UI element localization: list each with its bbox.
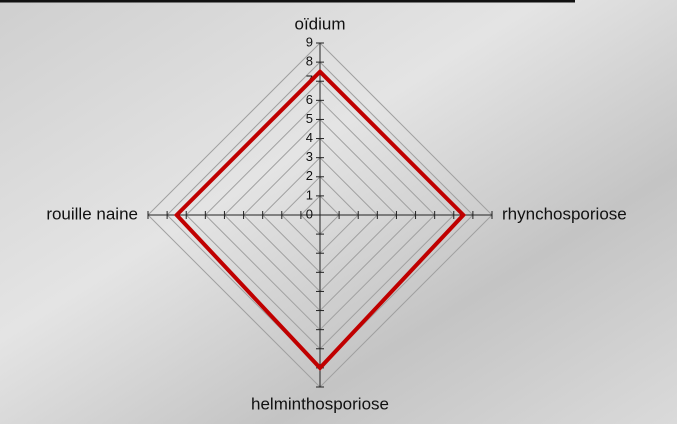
page: {"chart_data": {"type": "radar", "catego… [0, 0, 677, 424]
category-label: helminthosporiose [251, 394, 389, 413]
category-label: rouille naine [46, 204, 138, 223]
r-tick-label: 1 [306, 187, 313, 202]
category-label: rhynchosporiose [502, 204, 627, 223]
chart: 0123456789oïdiumrhynchosporiosehelmintho… [0, 0, 677, 424]
r-tick-label: 9 [306, 34, 313, 49]
r-tick-label: 6 [306, 92, 313, 107]
r-tick-label: 4 [306, 130, 313, 145]
r-tick-label: 8 [306, 54, 313, 69]
r-tick-label: 3 [306, 149, 313, 164]
r-tick-label: 5 [306, 111, 313, 126]
category-label: oïdium [294, 14, 345, 33]
r-tick-label: 2 [306, 168, 313, 183]
r-tick-label: 0 [306, 206, 313, 221]
